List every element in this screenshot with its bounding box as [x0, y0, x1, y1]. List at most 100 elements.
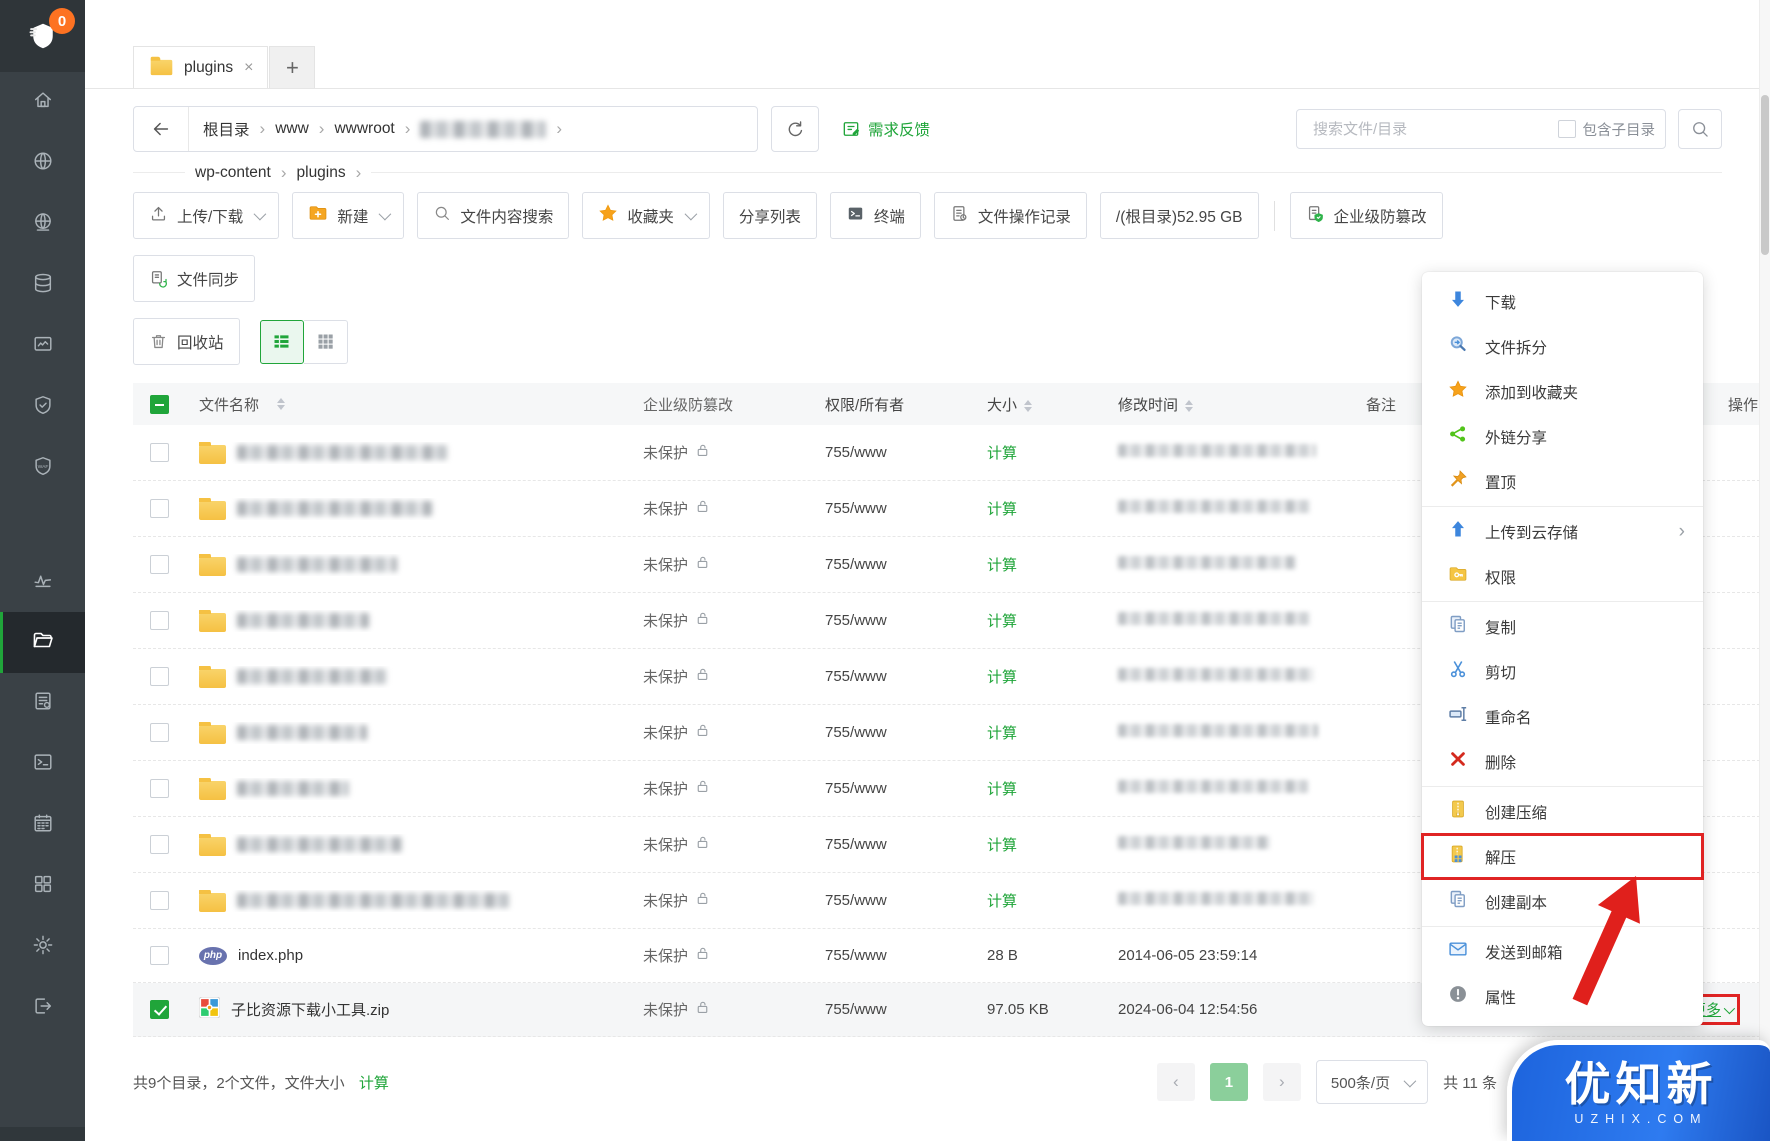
context-menu-item-mail[interactable]: 发送到邮箱 [1422, 929, 1703, 974]
protect-status[interactable]: 未保护 [643, 669, 689, 686]
context-menu-item-rename[interactable]: 重命名 [1422, 694, 1703, 739]
calc-size-link[interactable]: 计算 [987, 501, 1018, 518]
row-checkbox[interactable] [150, 555, 169, 574]
row-checkbox[interactable] [150, 891, 169, 910]
protect-status[interactable]: 未保护 [643, 725, 689, 742]
breadcrumb-item[interactable]: wp-content [195, 164, 271, 181]
sidebar-item-monitor[interactable] [0, 316, 85, 377]
sidebar-item-terminal[interactable] [0, 734, 85, 795]
table-row-folder[interactable]: 未保护 755/www 计算 [133, 537, 1770, 593]
file-name[interactable]: 子比资源下载小工具.zip [231, 1002, 390, 1019]
tamper-proof-button[interactable]: 企业级防篡改 [1289, 192, 1443, 239]
row-checkbox[interactable] [150, 723, 169, 742]
protect-status[interactable]: 未保护 [643, 501, 689, 518]
context-menu-item-perm[interactable]: 权限 [1422, 554, 1703, 599]
table-row-folder[interactable]: 未保护 755/www 计算 [133, 873, 1770, 929]
protect-status[interactable]: 未保护 [643, 445, 689, 462]
table-row-folder[interactable]: 未保护 755/www 计算 [133, 593, 1770, 649]
current-page[interactable]: 1 [1209, 1063, 1248, 1101]
calc-size-link[interactable]: 计算 [987, 613, 1018, 630]
grid-view-button[interactable] [303, 319, 348, 364]
refresh-button[interactable] [771, 106, 819, 152]
context-menu-item-cut[interactable]: 剪切 [1422, 649, 1703, 694]
feedback-link[interactable]: 需求反馈 [841, 106, 930, 152]
include-subdir-checkbox[interactable] [1557, 120, 1576, 138]
table-row-file[interactable]: php index.php 未保护 755/www 28 B 2014-06-05 23:… [133, 929, 1770, 983]
row-checkbox[interactable] [150, 835, 169, 854]
sidebar-item-waf[interactable]: WAF [0, 438, 85, 499]
table-row-folder[interactable]: 未保护 755/www 计算 [133, 481, 1770, 537]
row-checkbox[interactable] [150, 667, 169, 686]
context-menu-item-compress[interactable]: 创建压缩 [1422, 789, 1703, 834]
close-tab-icon[interactable]: × [244, 58, 254, 76]
list-view-button[interactable] [259, 319, 304, 364]
sidebar-item-settings[interactable] [0, 917, 85, 978]
disk-usage-button[interactable]: /(根目录)52.95 GB [1099, 192, 1259, 239]
sidebar-item-websites[interactable] [0, 133, 85, 194]
share-list-button[interactable]: 分享列表 [722, 192, 817, 239]
calc-size-link[interactable]: 计算 [987, 837, 1018, 854]
breadcrumb-item[interactable]: plugins [296, 164, 346, 181]
breadcrumb-item[interactable]: 根目录 [203, 122, 250, 139]
context-menu-item-copy[interactable]: 创建副本 [1422, 879, 1703, 924]
sidebar-item-network[interactable] [0, 194, 85, 255]
new-button[interactable]: 新建 [292, 192, 405, 239]
col-header-mtime[interactable]: 修改时间 [1115, 394, 1360, 415]
row-checkbox[interactable] [150, 779, 169, 798]
context-menu-item-info[interactable]: 属性 [1422, 974, 1703, 1019]
context-menu-item-uploadarr[interactable]: 上传到云存储 › [1422, 509, 1703, 554]
sort-icon[interactable] [1024, 399, 1033, 412]
file-ops-log-button[interactable]: 文件操作记录 [933, 192, 1087, 239]
protect-status[interactable]: 未保护 [643, 837, 689, 854]
content-search-button[interactable]: 文件内容搜索 [417, 192, 570, 239]
context-menu-item-extract[interactable]: 解压 [1421, 833, 1704, 880]
row-checkbox[interactable] [150, 946, 169, 965]
upload-download-button[interactable]: 上传/下载 [133, 192, 280, 239]
recycle-bin-button[interactable]: 回收站 [133, 318, 240, 365]
breadcrumb-item[interactable]: wwwroot [334, 120, 395, 137]
file-name[interactable]: index.php [238, 947, 304, 964]
search-button[interactable] [1678, 109, 1722, 149]
calc-size-link[interactable]: 计算 [987, 781, 1018, 798]
calc-size-link[interactable]: 计算 [987, 893, 1018, 910]
notification-badge[interactable]: 0 [49, 8, 75, 34]
table-row-folder[interactable]: 未保护 755/www 计算 [133, 817, 1770, 873]
sidebar-item-logs[interactable] [0, 673, 85, 734]
select-all-checkbox[interactable] [150, 394, 169, 414]
breadcrumb-item[interactable]: www [275, 120, 309, 137]
calc-total-size-link[interactable]: 计算 [358, 1074, 389, 1092]
context-menu-item-download[interactable]: 下载 [1422, 279, 1703, 324]
protect-status[interactable]: 未保护 [643, 893, 689, 910]
protect-status[interactable]: 未保护 [643, 781, 689, 798]
per-page-select[interactable]: 500条/页 [1315, 1060, 1429, 1104]
next-page-button[interactable]: › [1262, 1063, 1301, 1101]
new-tab-button[interactable]: + [269, 46, 316, 88]
redacted-site-name[interactable] [420, 120, 547, 138]
calc-size-link[interactable]: 计算 [987, 557, 1018, 574]
sidebar-item-home[interactable] [0, 72, 85, 133]
context-menu-item-del[interactable]: 删除 [1422, 739, 1703, 784]
terminal-button[interactable]: 终端 [829, 192, 921, 239]
row-checkbox[interactable] [150, 499, 169, 518]
calc-size-link[interactable]: 计算 [987, 725, 1018, 742]
table-row-folder[interactable]: 未保护 755/www 计算 [133, 761, 1770, 817]
row-checkbox[interactable] [150, 611, 169, 630]
calc-size-link[interactable]: 计算 [987, 669, 1018, 686]
sidebar-item-files[interactable] [0, 612, 85, 673]
sort-icon[interactable] [277, 398, 286, 410]
table-row-folder[interactable]: 未保护 755/www 计算 [133, 705, 1770, 761]
context-menu-item-split[interactable]: 文件拆分 [1422, 324, 1703, 369]
include-subdir-toggle[interactable]: 包含子目录 [1557, 119, 1655, 140]
scrollbar[interactable] [1759, 0, 1770, 1141]
scrollbar-thumb[interactable] [1761, 95, 1769, 255]
sidebar-item-logout[interactable] [0, 978, 85, 1039]
context-menu-item-star[interactable]: 添加到收藏夹 [1422, 369, 1703, 414]
col-header-filename[interactable]: 文件名称 [183, 394, 640, 415]
protect-status[interactable]: 未保护 [643, 948, 689, 965]
app-logo[interactable]: 0 [0, 0, 85, 72]
context-menu-item-copy[interactable]: 复制 [1422, 604, 1703, 649]
row-checkbox[interactable] [150, 443, 169, 462]
context-menu-item-share[interactable]: 外链分享 [1422, 414, 1703, 459]
calc-size-link[interactable]: 计算 [987, 445, 1018, 462]
sort-icon[interactable] [1185, 399, 1194, 412]
